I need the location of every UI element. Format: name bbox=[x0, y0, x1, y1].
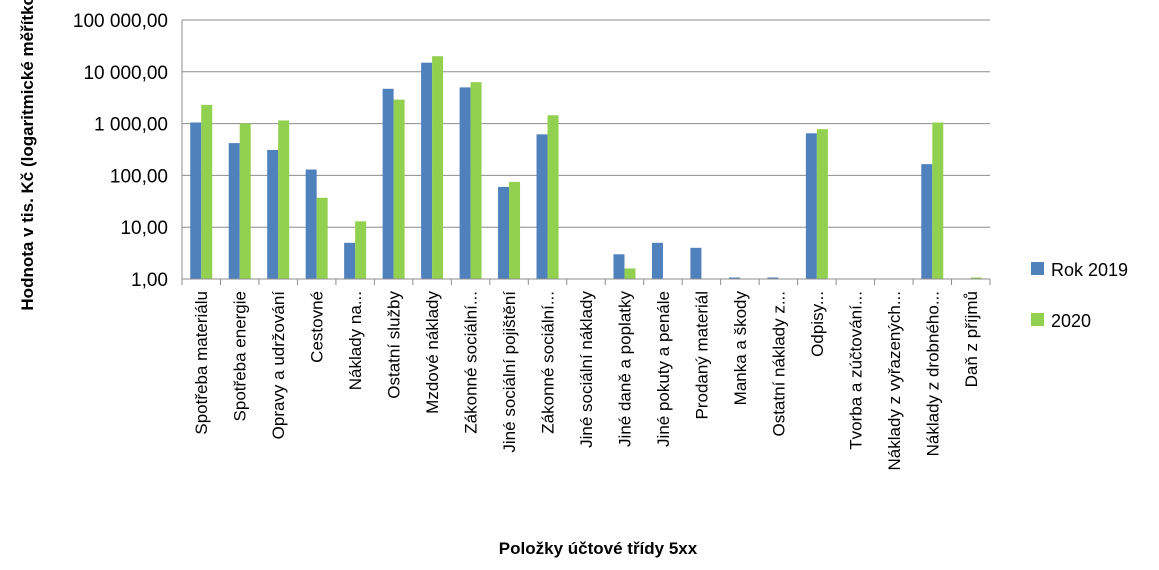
bar-rok-2019-9 bbox=[536, 134, 548, 279]
y-tick-label: 100,00 bbox=[110, 166, 168, 187]
x-tick-label: Odpisy... bbox=[808, 291, 827, 357]
x-tick-label: Jiné daně a poplatky bbox=[616, 291, 635, 447]
bar-rok-2019-7 bbox=[459, 87, 471, 279]
bar-2020-1 bbox=[239, 123, 251, 279]
x-tick-labels: Spotřeba materiálu Spotřeba energie Opravy… bbox=[192, 291, 981, 471]
y-axis-title: Hodnota v tis. Kč (logaritmické měřítko) bbox=[18, 0, 37, 311]
x-tick-label: Spotřeba materiálu bbox=[192, 291, 211, 435]
x-tick-label: Cestovné bbox=[308, 291, 327, 363]
bar-rok-2019-5 bbox=[382, 88, 394, 279]
y-tick-label: 1 000,00 bbox=[94, 115, 168, 136]
x-tick-label: Prodaný materiál bbox=[692, 291, 711, 420]
bar-rok-2019-6 bbox=[421, 62, 433, 280]
axes bbox=[181, 20, 991, 285]
bar-2020-7 bbox=[470, 82, 482, 280]
bar-2020-16 bbox=[816, 129, 828, 279]
bar-rok-2019-13 bbox=[690, 247, 702, 279]
legend-label-2020: 2020 bbox=[1051, 311, 1091, 331]
y-tick-labels: 1,00 10,00 100,00 1 000,00 10 000,00 100 000,… bbox=[73, 11, 168, 291]
bar-rok-2019-0 bbox=[190, 122, 202, 279]
legend-label-rok-2019: Rok 2019 bbox=[1051, 260, 1128, 280]
legend-swatch-2020 bbox=[1031, 313, 1044, 326]
x-tick-label: Zákonné sociální... bbox=[539, 291, 558, 434]
x-tick-label: Ostatní služby bbox=[385, 291, 404, 399]
x-tick-label: Ostatní náklady z... bbox=[769, 291, 788, 437]
x-tick-label: Náklady na... bbox=[346, 291, 365, 390]
bar-rok-2019-3 bbox=[305, 169, 317, 279]
bar-rok-2019-2 bbox=[267, 149, 279, 279]
bar-2020-4 bbox=[355, 221, 367, 279]
x-tick-label: Jiné sociální náklady bbox=[577, 291, 596, 448]
bar-2020-20 bbox=[970, 277, 982, 279]
x-tick-label: Tvorba a zúčtování... bbox=[846, 291, 865, 450]
bars bbox=[190, 56, 982, 280]
bar-2020-8 bbox=[509, 181, 521, 279]
y-tick-label: 1,00 bbox=[131, 270, 168, 291]
legend-swatch-rok-2019 bbox=[1031, 262, 1044, 275]
x-tick-label: Manka a škody bbox=[731, 291, 750, 406]
x-tick-label: Spotřeba energie bbox=[231, 291, 250, 421]
y-tick-label: 10,00 bbox=[120, 218, 168, 239]
bar-2020-19 bbox=[932, 122, 944, 279]
bar-2020-0 bbox=[201, 104, 213, 280]
x-tick-label: Zákonné sociální... bbox=[462, 291, 481, 434]
bar-rok-2019-12 bbox=[651, 242, 663, 279]
x-axis-title: Položky účtové třídy 5xx bbox=[499, 539, 698, 558]
x-tick-label: Náklady z vyřazených... bbox=[885, 291, 904, 471]
bar-rok-2019-14 bbox=[728, 277, 740, 279]
bar-rok-2019-15 bbox=[767, 277, 779, 279]
bar-2020-2 bbox=[278, 120, 290, 280]
x-tick-label: Jiné sociální pojištění bbox=[500, 291, 519, 453]
bar-2020-5 bbox=[393, 99, 405, 279]
gridlines bbox=[182, 19, 990, 280]
bar-rok-2019-19 bbox=[921, 164, 933, 279]
bar-2020-3 bbox=[316, 197, 328, 279]
x-tick-label: Jiné pokuty a penále bbox=[654, 291, 673, 447]
x-tick-label: Opravy a udržování bbox=[269, 291, 288, 440]
bar-rok-2019-1 bbox=[228, 143, 240, 279]
bar-2020-9 bbox=[547, 115, 559, 279]
bar-2020-6 bbox=[432, 56, 444, 279]
x-tick-label: Daň z příjmů bbox=[962, 291, 981, 387]
bar-rok-2019-8 bbox=[498, 186, 510, 279]
bar-rok-2019-16 bbox=[805, 133, 817, 279]
x-tick-label: Náklady z drobného... bbox=[923, 291, 942, 456]
y-tick-label: 10 000,00 bbox=[83, 63, 168, 84]
legend: Rok 2019 2020 bbox=[1031, 260, 1128, 331]
bar-rok-2019-11 bbox=[613, 254, 625, 279]
bar-2020-11 bbox=[624, 268, 636, 279]
x-tick-label: Mzdové náklady bbox=[423, 291, 442, 414]
y-tick-label: 100 000,00 bbox=[73, 11, 168, 32]
bar-rok-2019-4 bbox=[344, 242, 356, 279]
